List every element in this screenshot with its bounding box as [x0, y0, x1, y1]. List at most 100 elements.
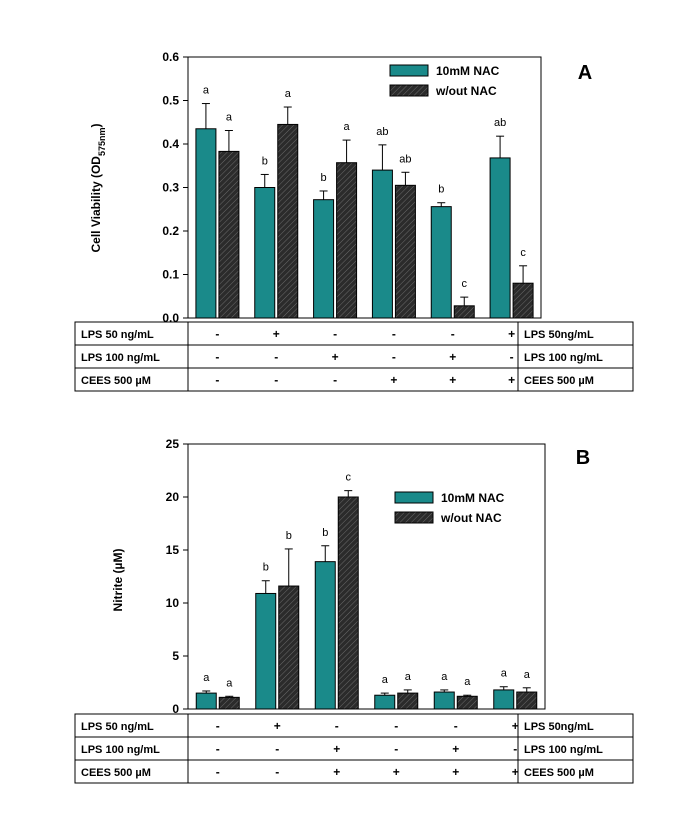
- panel-a-bar-nac: [430, 206, 452, 319]
- panel-a-table-cell: -: [274, 350, 278, 364]
- panel-a-significance-letter: a: [203, 85, 210, 97]
- panel-a-y-tick-label: 0.2: [162, 224, 179, 238]
- chart-panel-a: 0.0 0.1 0.2 0.3 0.4 0.5 0.6 Cell Viability (OD5…: [74, 50, 634, 392]
- panel-a-y-tick-label: 0.4: [162, 137, 179, 151]
- panel-a-legend-swatch: [389, 84, 429, 97]
- panel-b-significance-letter: a: [441, 671, 448, 683]
- panel-a-bar-nac: [489, 157, 511, 319]
- panel-b-table-row-label-right: CEES 500 µM: [524, 767, 594, 779]
- panel-a-legend-label: w/out NAC: [435, 84, 497, 98]
- panel-b-table-cell: +: [452, 765, 459, 779]
- panel-a-table-cell: -: [215, 350, 219, 364]
- panel-a-table-cell: +: [390, 373, 397, 387]
- panel-b-significance-letter: a: [405, 671, 412, 683]
- panel-a-significance-letter: a: [344, 121, 351, 133]
- panel-a-y-tick-label: 0.0: [162, 311, 179, 325]
- panel-b-table-cell: -: [394, 719, 398, 733]
- panel-a-bar-without-nac: [453, 305, 475, 319]
- panel-a-bar-without-nac: [512, 282, 534, 319]
- panel-b-table-cell: -: [513, 742, 517, 756]
- panel-b-bar-nac: [493, 689, 515, 710]
- panel-b-y-tick-label: 15: [166, 543, 180, 557]
- panel-a-table-cell: -: [333, 327, 337, 341]
- panel-b-bar-without-nac: [516, 691, 538, 710]
- panel-b-y-tick-label: 20: [166, 490, 180, 504]
- panel-a-table-row-label: LPS 50 ng/mL: [81, 329, 154, 341]
- panel-b-significance-letter: c: [346, 472, 352, 484]
- panel-b-bar-nac: [255, 592, 277, 710]
- panel-b-bar-nac: [195, 692, 217, 710]
- panel-b-table-cell: +: [512, 719, 519, 733]
- panel-a-table-cell: -: [333, 373, 337, 387]
- panel-b-y-tick-label: 5: [172, 649, 179, 663]
- panel-b-table-cell: -: [275, 765, 279, 779]
- panel-a-treatment-table: [74, 321, 634, 392]
- panel-a-table-cell: -: [215, 373, 219, 387]
- panel-b-panel-letter: B: [576, 447, 590, 469]
- panel-a-table-cell: +: [449, 350, 456, 364]
- panel-b-bar-nac: [314, 561, 336, 710]
- panel-a-bar-nac: [195, 128, 217, 319]
- panel-b-table-cell: -: [216, 742, 220, 756]
- panel-b-table-row-label: LPS 50 ng/mL: [81, 721, 154, 733]
- panel-b-table-row-label-right: LPS 100 ng/mL: [524, 744, 603, 756]
- panel-a-significance-letter: c: [462, 278, 468, 290]
- panel-a-significance-letter: b: [321, 172, 327, 184]
- panel-a-bar-nac: [313, 199, 335, 319]
- panel-b-table-cell: +: [333, 742, 340, 756]
- panel-b-legend-label: 10mM NAC: [441, 491, 505, 505]
- panel-b-bar-without-nac: [218, 696, 240, 710]
- panel-a-table-row-label: CEES 500 µM: [81, 375, 151, 387]
- panel-a-legend-swatch: [389, 64, 429, 77]
- panel-a-table-cell: -: [451, 327, 455, 341]
- panel-a-bar-nac: [371, 169, 393, 319]
- panel-a-y-tick-label: 0.5: [162, 94, 179, 108]
- panel-a-table-cell: +: [332, 350, 339, 364]
- panel-a-y-tick-label: 0.6: [162, 50, 179, 64]
- panel-a-table-row-label-right: LPS 100 ng/mL: [524, 352, 603, 364]
- panel-a-y-axis-label: Cell Viability (OD575nm): [89, 124, 107, 253]
- panel-a-table-cell: -: [392, 327, 396, 341]
- panel-b-bar-without-nac: [397, 692, 419, 710]
- panel-b-legend-swatch: [394, 491, 434, 504]
- panel-a-table-cell: +: [273, 327, 280, 341]
- panel-a-table-cell: -: [274, 373, 278, 387]
- panel-a-bar-without-nac: [277, 123, 299, 319]
- panel-a-table-cell: +: [449, 373, 456, 387]
- panel-a-table-row-label-right: CEES 500 µM: [524, 375, 594, 387]
- panel-b-y-tick-label: 0: [172, 702, 179, 716]
- panel-b-significance-letter: a: [464, 676, 471, 688]
- panel-b-bar-without-nac: [456, 695, 478, 710]
- panel-b-table-cell: +: [452, 742, 459, 756]
- panel-a-significance-letter: ab: [494, 117, 506, 129]
- panel-b-plot-frame: [187, 443, 546, 710]
- panel-b-significance-letter: a: [382, 674, 389, 686]
- panel-b-table-cell: +: [274, 719, 281, 733]
- panel-b-y-axis-label: Nitrite (µM): [111, 549, 125, 612]
- panel-b-significance-letter: a: [524, 669, 531, 681]
- panel-b-table-cell: -: [216, 765, 220, 779]
- panel-b-bar-nac: [374, 694, 396, 710]
- panel-b-significance-letter: a: [203, 672, 210, 684]
- panel-b-y-tick-label: 10: [166, 596, 180, 610]
- panel-a-bar-nac: [254, 187, 276, 319]
- panel-b-table-cell: +: [333, 765, 340, 779]
- panel-b-significance-letter: a: [226, 677, 233, 689]
- panel-a-significance-letter: ab: [376, 126, 388, 138]
- panel-a-significance-letter: a: [226, 112, 233, 124]
- panel-b-table-cell: -: [275, 742, 279, 756]
- panel-b-table-row-label-right: LPS 50ng/mL: [524, 721, 594, 733]
- panel-b-table-cell: -: [394, 742, 398, 756]
- panel-b-table-row-label: CEES 500 µM: [81, 767, 151, 779]
- panel-a-bar-without-nac: [218, 150, 240, 319]
- panel-b-significance-letter: b: [263, 562, 269, 574]
- panel-a-significance-letter: b: [262, 155, 268, 167]
- panel-b-significance-letter: a: [501, 668, 508, 680]
- panel-b-table-cell: -: [216, 719, 220, 733]
- panel-b-bar-without-nac: [337, 496, 359, 710]
- panel-b-significance-letter: b: [322, 527, 328, 539]
- panel-b-table-cell: +: [512, 765, 519, 779]
- panel-b-table-cell: -: [335, 719, 339, 733]
- panel-a-significance-letter: ab: [399, 153, 411, 165]
